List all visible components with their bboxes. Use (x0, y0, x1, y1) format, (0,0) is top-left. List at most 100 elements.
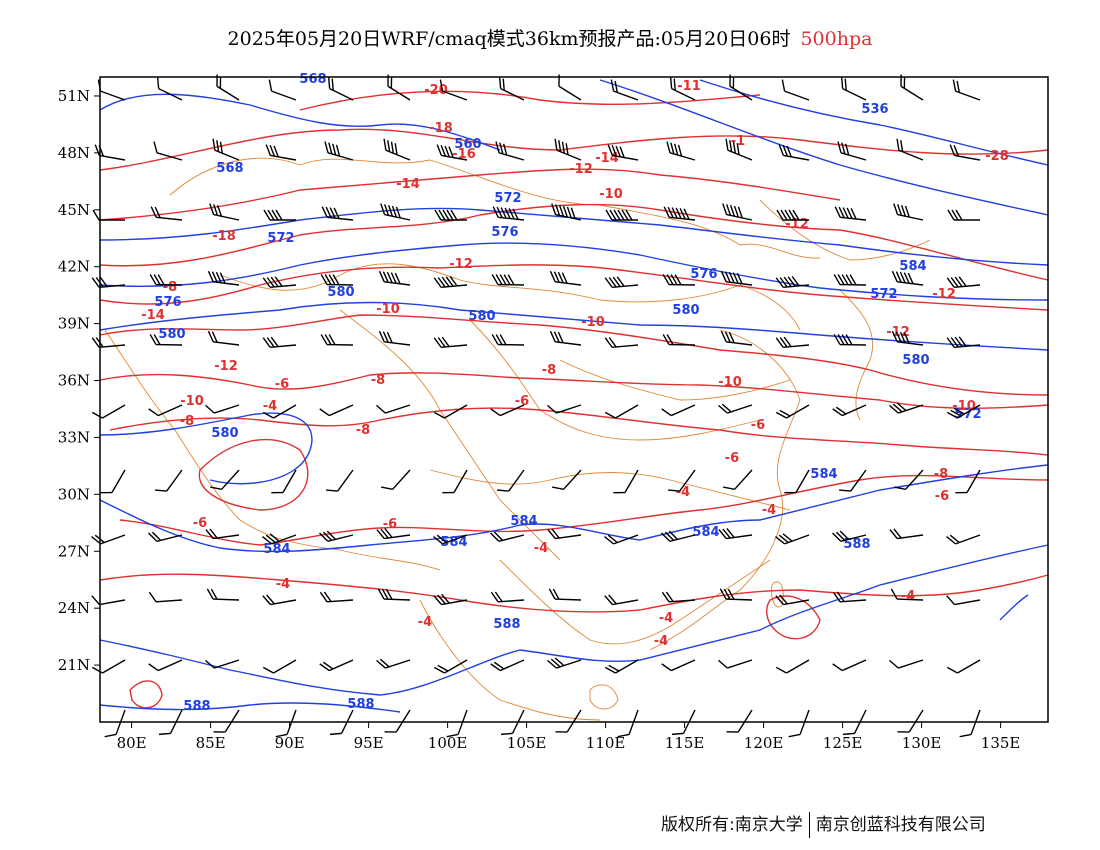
geopotential-label: 584 (692, 525, 719, 540)
geopotential-contour (99, 93, 501, 151)
wind-barb (377, 588, 411, 601)
temperature-contour (119, 474, 1049, 546)
geopotential-label: 572 (954, 407, 981, 422)
temperature-label: -18 (429, 121, 453, 136)
wind-barb (775, 276, 810, 288)
geopotential-label: 580 (672, 303, 699, 318)
wind-barb (268, 79, 297, 101)
wind-barb (555, 709, 582, 733)
wind-barb (891, 330, 924, 346)
company-name: 南京创蓝科技有限公司 (815, 815, 986, 835)
wind-barb (662, 274, 696, 286)
wind-barb (720, 270, 753, 286)
temperature-label: -6 (515, 394, 529, 409)
temperature-label: -12 (214, 359, 238, 374)
wind-barb (718, 527, 753, 540)
longitude-axis: 80E 85E 90E 95E 100E 105E 110E 115E 120E 125E 130E… (117, 722, 1020, 752)
geopotential-label: 576 (690, 267, 717, 282)
wind-barb (207, 330, 240, 346)
wind-barb (946, 276, 981, 288)
wind-barb (558, 74, 582, 101)
wind-barb (547, 657, 582, 669)
wind-barb (100, 469, 126, 494)
geopotential-label: 584 (810, 467, 837, 482)
temperature-label: -11 (677, 79, 701, 94)
wind-barb (319, 404, 354, 417)
temperature-contour (99, 264, 1049, 311)
wind-barb (549, 330, 582, 346)
longitude-label: 110E (586, 734, 626, 752)
temperature-label: -4 (534, 541, 548, 556)
temperature-label: -8 (542, 363, 556, 378)
longitude-label: 85E (196, 734, 226, 752)
geopotential-contour (99, 464, 1049, 553)
wind-barb (840, 76, 867, 101)
wind-barb (207, 270, 240, 286)
wind-barb (661, 659, 696, 672)
temperature-label: -12 (449, 257, 473, 272)
wind-barb (832, 591, 867, 603)
wind-barb (775, 594, 810, 606)
wind-barb (216, 74, 240, 101)
latitude-label: 30N (58, 485, 90, 503)
temperature-label: -10 (599, 187, 623, 202)
wind-barb (604, 404, 639, 419)
geopotential-label: 588 (493, 617, 520, 632)
wind-barb (491, 334, 525, 346)
wind-barb (209, 203, 240, 221)
wind-barb (900, 74, 924, 101)
wind-barb (263, 209, 296, 221)
wind-barb (547, 528, 582, 540)
wind-barb (775, 336, 810, 348)
wind-barb (376, 658, 411, 669)
wind-barb (262, 404, 297, 419)
temperature-label: -8 (163, 280, 177, 295)
wind-barb (262, 594, 297, 606)
wind-barb (894, 469, 924, 491)
temperature-label: -14 (141, 308, 165, 323)
wind-barb (319, 591, 354, 603)
wind-barb (319, 659, 354, 672)
latitude-label: 51N (58, 87, 90, 105)
latitude-label: 36N (58, 372, 90, 390)
temperature-label: -4 (418, 615, 432, 630)
geopotential-contours (99, 79, 1049, 713)
wind-barb (433, 534, 468, 545)
wind-barb (775, 404, 810, 419)
boundary-provinces-5 (499, 559, 771, 645)
copyright-text: 版权所有:南京大学 (661, 815, 803, 835)
wind-barb (776, 209, 809, 221)
wind-barb (320, 274, 354, 286)
wind-barb (490, 531, 525, 542)
latitude-axis: 51N 48N 45N 42N 39N 36N 33N 30N 27N 24N 21N (58, 87, 100, 674)
boundary-coast-east (649, 329, 801, 651)
wind-barb (891, 270, 924, 286)
wind-barb (610, 79, 639, 101)
wind-barb (661, 404, 696, 417)
wind-barb (491, 274, 525, 286)
latitude-label: 48N (58, 144, 90, 162)
latitude-label: 24N (58, 599, 90, 617)
latitude-label: 42N (58, 258, 90, 276)
boundary-taiwan (771, 581, 784, 608)
temperature-contour (766, 595, 821, 640)
geopotential-label: 568 (299, 72, 326, 87)
boundary-mongolia (169, 157, 821, 259)
wind-barb (212, 138, 240, 161)
wind-barb (781, 79, 810, 101)
wind-barb (155, 469, 183, 492)
wind-barb (661, 530, 696, 542)
wind-barb (722, 203, 753, 221)
temperature-label: -12 (932, 287, 956, 302)
temperature-label: -6 (193, 516, 207, 531)
wind-barb (605, 209, 638, 221)
wind-barb (378, 270, 411, 286)
wind-barb (387, 74, 411, 101)
wind-barb (91, 659, 126, 674)
geopotential-contour (99, 702, 401, 713)
longitude-label: 115E (665, 734, 705, 752)
footer-separator (808, 812, 810, 838)
wind-barb (439, 79, 468, 101)
wind-barb (433, 659, 468, 674)
